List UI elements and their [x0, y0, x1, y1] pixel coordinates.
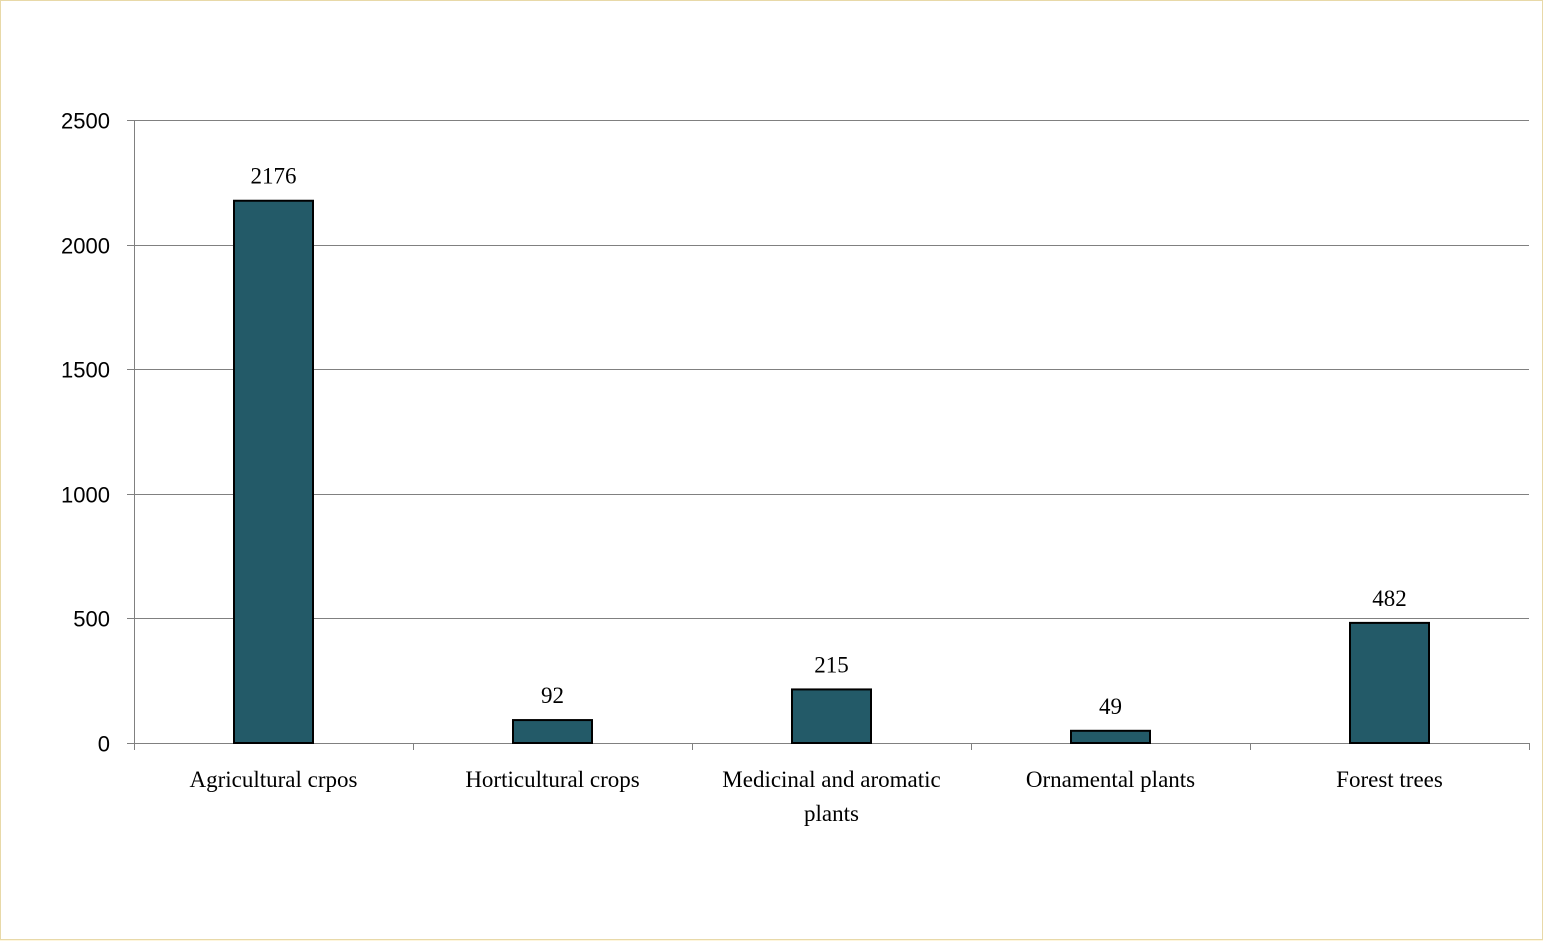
x-category-label: Ornamental plants [1026, 767, 1195, 792]
data-label: 215 [814, 652, 849, 677]
bars [233, 199, 1430, 745]
y-tick-label: 1000 [61, 483, 110, 508]
bar [791, 688, 872, 744]
bar [512, 719, 593, 745]
x-category-label: plants [804, 801, 859, 826]
data-label: 49 [1099, 694, 1122, 719]
bar [1349, 621, 1430, 745]
labels: 0 500 1000 1500 2000 2500 2176 Agricultural crp… [61, 109, 1443, 827]
y-tick-label: 500 [73, 607, 110, 632]
data-label: 92 [541, 683, 564, 708]
x-category-label: Agricultural crpos [190, 767, 358, 792]
x-category-label: Medicinal and aromatic [722, 767, 940, 792]
y-tick-label: 1500 [61, 358, 110, 383]
bar [1070, 729, 1151, 744]
data-label: 482 [1372, 586, 1407, 611]
gridlines [134, 120, 1529, 619]
y-tick-label: 2500 [61, 109, 110, 134]
y-tick-label: 2000 [61, 234, 110, 259]
data-label: 2176 [251, 164, 297, 189]
x-category-label: Horticultural crops [465, 767, 639, 792]
bar [233, 199, 314, 745]
y-tick-label: 0 [98, 732, 110, 757]
x-category-label: Forest trees [1336, 767, 1443, 792]
